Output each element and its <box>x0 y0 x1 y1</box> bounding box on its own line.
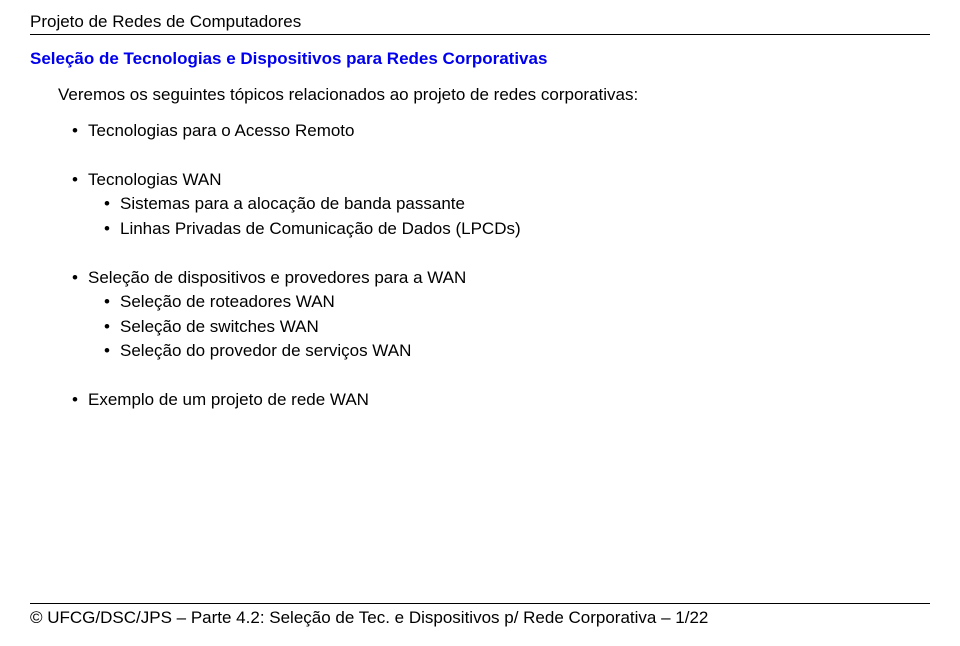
list-item: Sistemas para a alocação de banda passan… <box>120 192 930 217</box>
list-item: Seleção do provedor de serviços WAN <box>120 339 930 364</box>
list-item: Linhas Privadas de Comunicação de Dados … <box>120 217 930 242</box>
list-item: Tecnologias WAN <box>88 168 930 193</box>
footer-rule <box>30 603 930 604</box>
header-rule <box>30 34 930 35</box>
list-item: Seleção de roteadores WAN <box>120 290 930 315</box>
page: Projeto de Redes de Computadores Seleção… <box>0 0 960 646</box>
footer-text: © UFCG/DSC/JPS – Parte 4.2: Seleção de T… <box>30 608 930 628</box>
bullet-list: Tecnologias para o Acesso Remoto Tecnolo… <box>30 119 930 413</box>
list-item: Exemplo de um projeto de rede WAN <box>88 388 930 413</box>
list-item: Seleção de dispositivos e provedores par… <box>88 266 930 291</box>
section-title: Seleção de Tecnologias e Dispositivos pa… <box>30 49 930 69</box>
list-item: Tecnologias para o Acesso Remoto <box>88 119 930 144</box>
intro-text: Veremos os seguintes tópicos relacionado… <box>58 85 930 105</box>
page-footer: © UFCG/DSC/JPS – Parte 4.2: Seleção de T… <box>30 603 930 628</box>
list-item: Seleção de switches WAN <box>120 315 930 340</box>
page-header-title: Projeto de Redes de Computadores <box>30 12 930 32</box>
